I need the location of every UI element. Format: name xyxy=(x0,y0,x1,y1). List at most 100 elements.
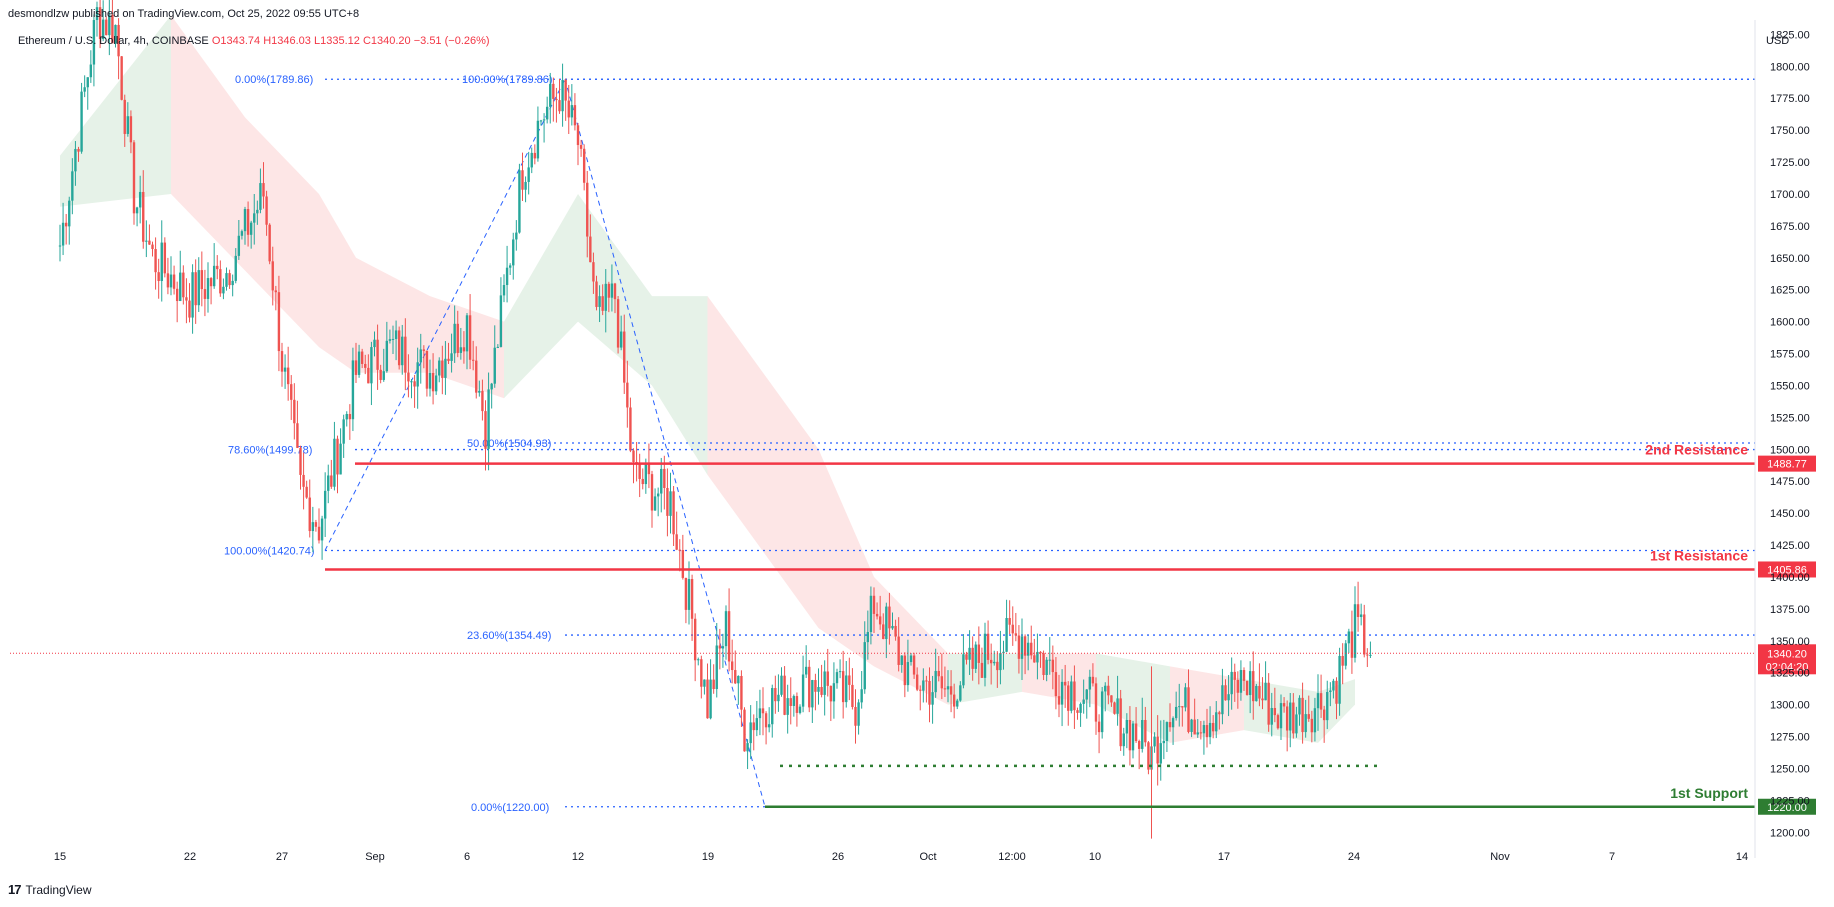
candle-body xyxy=(1298,697,1301,715)
candle-body xyxy=(703,679,706,687)
candle-body xyxy=(786,698,789,715)
candle-body xyxy=(829,685,833,702)
candle-body xyxy=(567,100,570,118)
y-tick-label: 1825.00 xyxy=(1770,29,1810,41)
candle-body xyxy=(1301,697,1304,733)
y-tick-label: 1600.00 xyxy=(1770,317,1810,329)
candle-body xyxy=(690,579,694,619)
y-tick-label: 1325.00 xyxy=(1770,668,1810,680)
candle-body xyxy=(1008,618,1011,625)
fib-trendline xyxy=(324,79,566,551)
y-tick-label: 1450.00 xyxy=(1770,508,1810,520)
candle-body xyxy=(986,633,990,660)
fibonacci-levels: 0.00%(1789.86) 100.00%(1789.86) 78.60%(149… xyxy=(224,74,1755,814)
candle-body xyxy=(311,522,315,532)
candle-body xyxy=(262,183,265,197)
candle-body xyxy=(191,272,194,318)
candle-body xyxy=(142,191,145,242)
candle-body xyxy=(274,290,278,293)
candle-body xyxy=(101,19,105,39)
candle-body xyxy=(237,235,241,256)
candle-body xyxy=(1088,676,1092,690)
candle-body xyxy=(431,372,435,392)
candle-body xyxy=(95,7,99,21)
candle-body xyxy=(283,367,287,372)
candle-body xyxy=(259,183,262,210)
candle-body xyxy=(1211,722,1215,732)
candle-body xyxy=(1153,736,1156,747)
candle-body xyxy=(804,666,808,675)
candle-body xyxy=(623,331,626,383)
level-annotation: 1st Resistance xyxy=(1650,547,1748,563)
candle-body xyxy=(203,289,207,299)
candle-body xyxy=(798,706,802,713)
footer[interactable]: 17 TradingView xyxy=(8,882,92,897)
candle-body xyxy=(471,359,475,361)
candle-body xyxy=(820,687,823,695)
candle-body xyxy=(1292,702,1295,734)
candle-body xyxy=(1128,719,1132,751)
candle-body xyxy=(530,152,533,168)
candle-body xyxy=(771,688,774,725)
candle-body xyxy=(391,338,395,340)
candle-body xyxy=(601,296,604,311)
candle-body xyxy=(512,239,515,266)
candle-body xyxy=(1141,719,1144,749)
currency-unit: USD xyxy=(1766,35,1790,47)
candle-body xyxy=(74,148,77,172)
candle-body xyxy=(330,475,333,487)
candle-body xyxy=(1344,643,1347,666)
candle-body xyxy=(894,625,897,637)
candle-body xyxy=(132,142,136,214)
candle-body xyxy=(169,274,173,288)
candle-body xyxy=(968,647,971,660)
candle-body xyxy=(1110,695,1113,703)
candle-body xyxy=(743,709,746,752)
candle-body xyxy=(293,399,296,424)
candle-body xyxy=(277,292,281,352)
candle-body xyxy=(860,689,863,703)
candle-body xyxy=(92,20,96,65)
candle-body xyxy=(607,283,611,298)
y-tick-label: 1725.00 xyxy=(1770,157,1810,169)
candle-body xyxy=(1230,671,1233,695)
candle-body xyxy=(496,346,500,348)
candle-body xyxy=(1125,719,1129,734)
candle-body xyxy=(1322,709,1326,721)
candle-body xyxy=(1363,614,1366,655)
candle-body xyxy=(903,655,907,686)
fib-level-label: 50.00%(1504.93) xyxy=(467,438,551,450)
level-price-label: 1488.77 xyxy=(1767,459,1807,471)
level-annotation: 1st Support xyxy=(1670,785,1748,801)
candle-body xyxy=(1326,692,1329,721)
candle-body xyxy=(949,686,953,695)
candle-body xyxy=(268,224,271,262)
candle-body xyxy=(552,83,555,99)
candle-body xyxy=(1255,685,1258,702)
candle-body xyxy=(1215,712,1218,732)
candle-body xyxy=(1202,725,1206,734)
candle-body xyxy=(555,98,558,101)
candle-body xyxy=(1369,654,1372,656)
candle-body xyxy=(1285,706,1289,731)
candle-body xyxy=(444,358,447,378)
candle-body xyxy=(1060,681,1064,705)
level-price-tag xyxy=(1758,561,1816,578)
y-tick-label: 1425.00 xyxy=(1770,540,1810,552)
candle-body xyxy=(789,698,792,706)
candle-body xyxy=(669,491,672,516)
candle-body xyxy=(675,534,678,550)
candle-body xyxy=(484,411,487,449)
candle-body xyxy=(875,613,879,617)
candle-body xyxy=(1174,706,1178,719)
candle-body xyxy=(774,688,777,702)
candle-body xyxy=(848,675,851,685)
candle-body xyxy=(1332,680,1335,691)
candle-body xyxy=(354,360,358,375)
candle-body xyxy=(1002,651,1005,654)
candle-body xyxy=(126,116,130,134)
candle-body xyxy=(1184,687,1187,708)
candle-body xyxy=(545,106,549,120)
candle-body xyxy=(265,196,268,225)
